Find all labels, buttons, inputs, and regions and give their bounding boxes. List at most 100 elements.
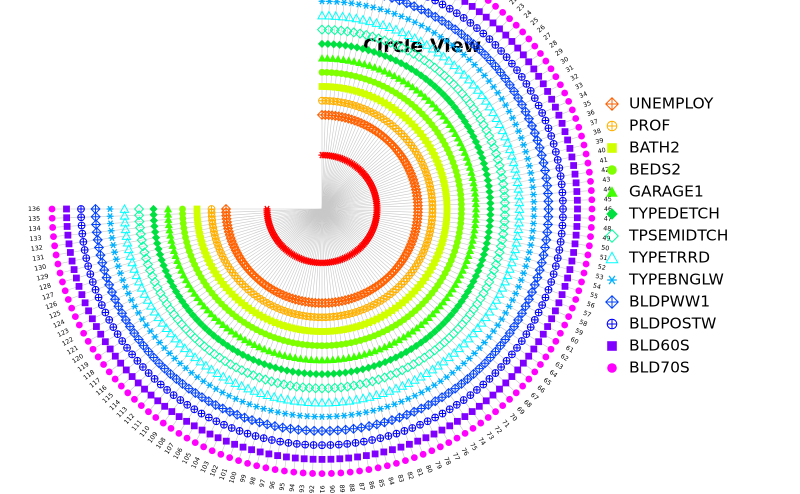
- point-garage1: [199, 301, 209, 310]
- point-bldpww1: [101, 272, 112, 283]
- point-bld70s: [588, 205, 596, 213]
- point-bld60s: [519, 51, 527, 59]
- point-bldpostw: [77, 213, 86, 222]
- point-bath2: [417, 130, 424, 137]
- legend-marker-typedetch: [606, 208, 618, 220]
- point-typebnglw: [171, 355, 179, 362]
- point-typetrrd: [371, 389, 382, 399]
- point-typebnglw: [524, 155, 532, 163]
- point-bldpostw: [197, 409, 206, 418]
- point-bldpww1: [430, 11, 441, 22]
- point-bath2: [344, 325, 352, 333]
- point-beds2: [333, 341, 340, 349]
- point-typetrrd: [157, 317, 168, 327]
- observation-label: 58: [578, 319, 588, 329]
- point-bldpostw: [243, 429, 252, 438]
- point-typetrrd: [125, 250, 136, 260]
- point-garage1: [439, 112, 448, 120]
- point-bldpostw: [541, 293, 550, 302]
- point-bld60s: [570, 162, 578, 169]
- point-bldpostw: [97, 301, 106, 309]
- point-bath2: [204, 255, 212, 263]
- point-typetrrd: [484, 306, 495, 316]
- point-typebnglw: [333, 412, 341, 420]
- point-typedetch: [335, 40, 344, 49]
- series-bath2: [193, 83, 451, 335]
- point-garage1: [334, 355, 343, 363]
- point-garage1: [416, 89, 426, 97]
- point-typetrrd: [415, 36, 426, 46]
- point-bath2: [441, 226, 449, 234]
- point-bld60s: [461, 413, 469, 420]
- point-typedetch: [329, 369, 338, 378]
- observation-label: 83: [396, 474, 405, 484]
- point-bld60s: [405, 440, 413, 448]
- point-typetrrd: [427, 43, 438, 53]
- point-bld60s: [489, 19, 497, 27]
- point-garage1: [168, 241, 177, 249]
- point-bldpww1: [538, 250, 549, 261]
- point-garage1: [471, 204, 481, 213]
- point-bld70s: [547, 65, 555, 73]
- point-tpsemidtch: [140, 253, 152, 264]
- point-bldpww1: [239, 412, 250, 423]
- observation-label: 72: [492, 425, 502, 436]
- observation-label: 82: [405, 471, 414, 481]
- point-bld70s: [419, 450, 427, 458]
- point-bldpww1: [474, 44, 485, 55]
- legend-item-garage1: GARAGE1: [606, 183, 704, 201]
- point-bldpostw: [190, 405, 199, 414]
- point-typetrrd: [249, 385, 260, 395]
- point-garage1: [175, 261, 184, 269]
- observation-label: 32: [570, 73, 580, 83]
- point-bldpostw: [553, 254, 562, 263]
- point-bld60s: [552, 103, 559, 111]
- point-bldpostw: [479, 29, 488, 38]
- point-typedetch: [439, 319, 448, 328]
- point-bld60s: [318, 455, 326, 463]
- point-bld60s: [514, 44, 522, 52]
- point-typetrrd: [236, 380, 247, 390]
- point-bldpostw: [267, 436, 276, 444]
- point-bath2: [194, 222, 202, 230]
- point-bldpww1: [285, 423, 296, 434]
- point-bldpostw: [459, 14, 468, 22]
- point-bath2: [210, 266, 218, 274]
- point-bldpostw: [438, 409, 447, 418]
- point-typetrrd: [317, 10, 327, 20]
- point-bath2: [193, 205, 201, 213]
- observation-label: 61: [564, 345, 574, 355]
- point-typebnglw: [529, 184, 537, 191]
- point-bldpostw: [156, 380, 165, 389]
- observation-label: 43: [602, 176, 611, 184]
- point-garage1: [323, 355, 332, 364]
- point-typetrrd: [449, 60, 460, 70]
- point-bath2: [196, 231, 204, 238]
- point-garage1: [360, 349, 369, 358]
- point-typedetch: [317, 39, 327, 48]
- point-bath2: [195, 226, 203, 234]
- point-typedetch: [223, 341, 232, 350]
- point-tpsemidtch: [348, 27, 359, 38]
- point-typedetch: [347, 42, 356, 51]
- point-bld60s: [117, 359, 125, 367]
- point-typebnglw: [460, 51, 468, 58]
- point-tpsemidtch: [397, 42, 408, 53]
- point-bath2: [388, 307, 396, 314]
- point-typebnglw: [348, 411, 355, 419]
- point-bld70s: [492, 2, 499, 10]
- point-bld60s: [380, 448, 388, 456]
- point-bldpww1: [495, 340, 506, 351]
- point-bath2: [335, 326, 343, 334]
- point-tpsemidtch: [434, 66, 445, 77]
- point-tpsemidtch: [329, 24, 340, 36]
- point-typetrrd: [508, 250, 519, 260]
- legend-label-bath2: BATH2: [629, 139, 680, 157]
- observation-label: 97: [259, 479, 268, 488]
- point-bath2: [318, 83, 326, 90]
- point-garage1: [231, 330, 240, 338]
- point-bld60s: [265, 450, 273, 458]
- point-garage1: [432, 103, 441, 112]
- point-bath2: [197, 235, 205, 243]
- point-bath2: [331, 83, 339, 91]
